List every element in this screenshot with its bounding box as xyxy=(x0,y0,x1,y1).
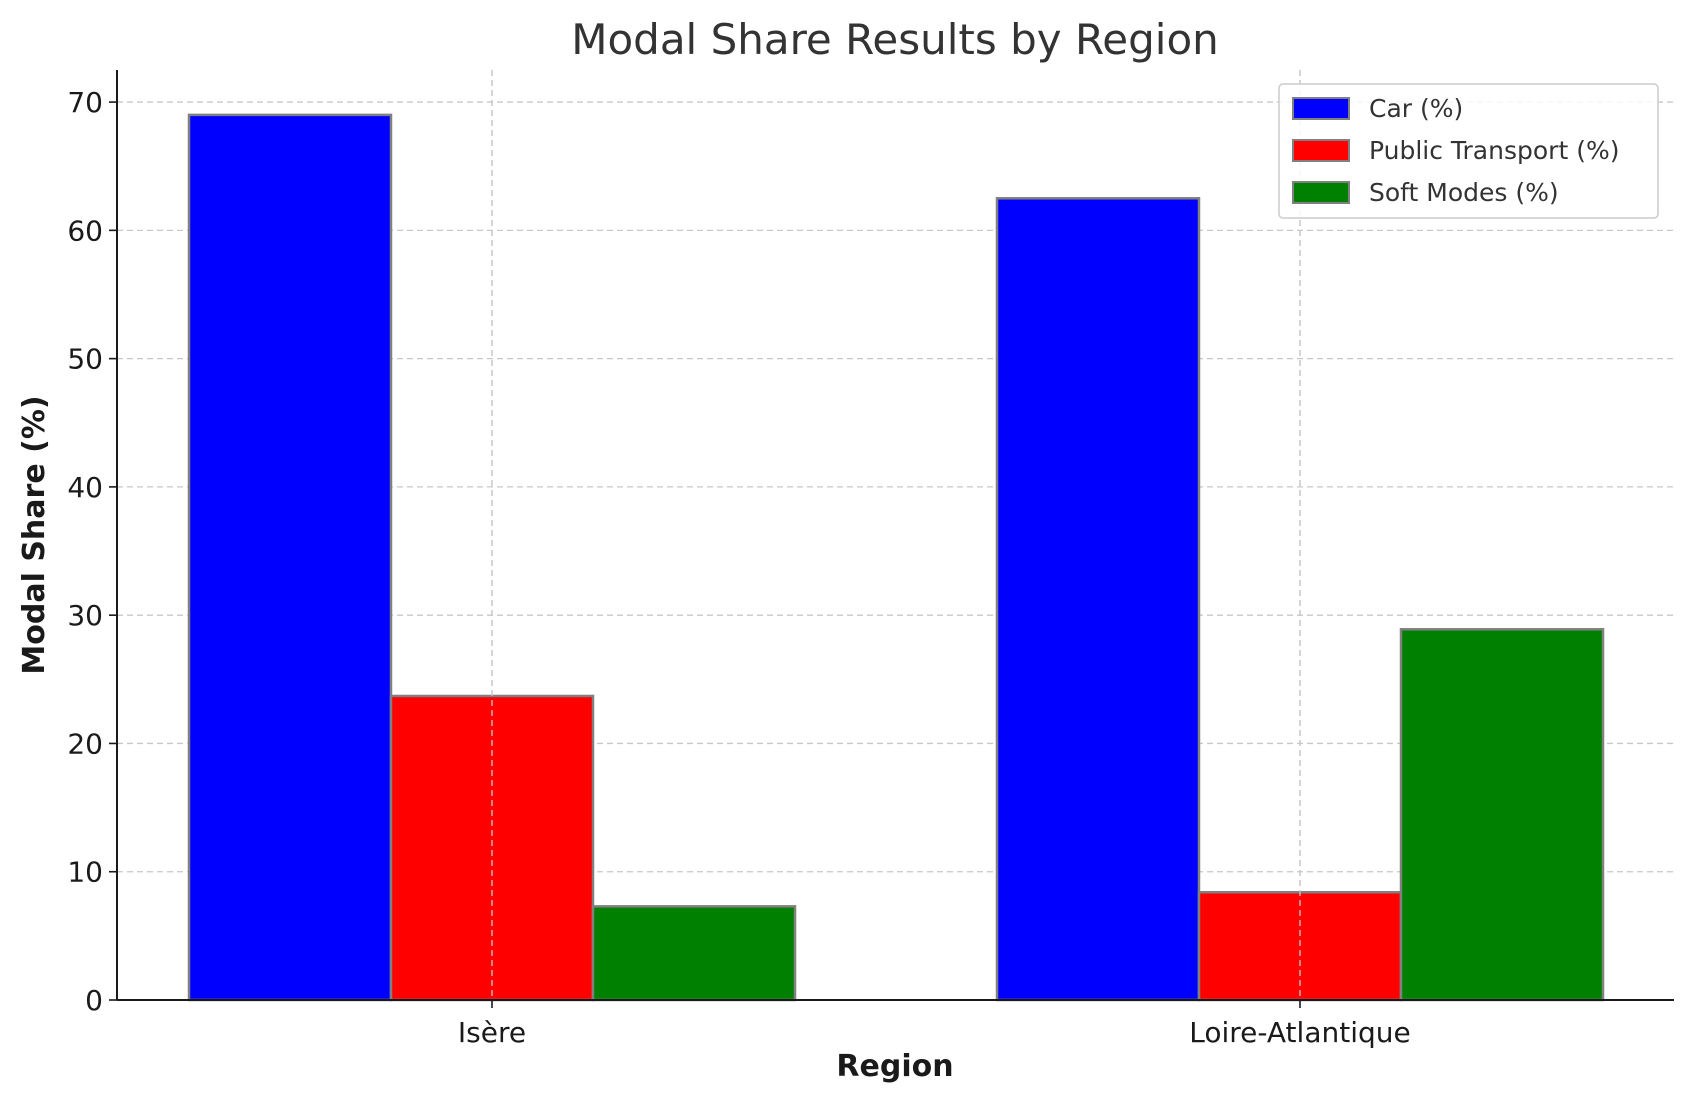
tick-labels: 0 10 20 30 40 50 60 70 Isère Loire-Atlantique xyxy=(67,86,1410,1049)
bar xyxy=(1399,628,1605,1002)
y-tick-label: 20 xyxy=(67,727,103,760)
legend: Car (%) Public Transport (%) Soft Modes (%… xyxy=(1278,83,1659,219)
legend-label: Public Transport (%) xyxy=(1369,136,1619,165)
legend-label: Car (%) xyxy=(1369,94,1463,123)
bars-group xyxy=(187,70,1605,1002)
y-tick-label: 0 xyxy=(85,984,103,1017)
y-tick-label: 10 xyxy=(67,856,103,889)
chart-title: Modal Share Results by Region xyxy=(571,15,1219,64)
legend-items: Car (%) Public Transport (%) Soft Modes (%… xyxy=(1292,94,1619,207)
bar xyxy=(187,113,393,1002)
x-tick-label: Isère xyxy=(458,1016,526,1049)
y-tick-label: 30 xyxy=(67,599,103,632)
y-tick-label: 70 xyxy=(67,86,103,119)
y-tick-label: 50 xyxy=(67,343,103,376)
x-axis-title: Region xyxy=(836,1049,953,1084)
legend-frame xyxy=(1278,83,1659,219)
legend-swatch xyxy=(1292,181,1350,204)
y-tick-label: 60 xyxy=(67,214,103,247)
y-axis-title: Modal Share (%) xyxy=(17,395,52,674)
bar xyxy=(389,694,595,1002)
legend-swatch xyxy=(1292,97,1350,120)
legend-label: Soft Modes (%) xyxy=(1369,178,1559,207)
bar xyxy=(995,197,1201,1002)
legend-swatch xyxy=(1292,139,1350,162)
y-tick-label: 40 xyxy=(67,471,103,504)
bar xyxy=(591,905,797,1002)
x-tick-label: Loire-Atlantique xyxy=(1189,1016,1410,1049)
axes xyxy=(109,70,1674,1008)
